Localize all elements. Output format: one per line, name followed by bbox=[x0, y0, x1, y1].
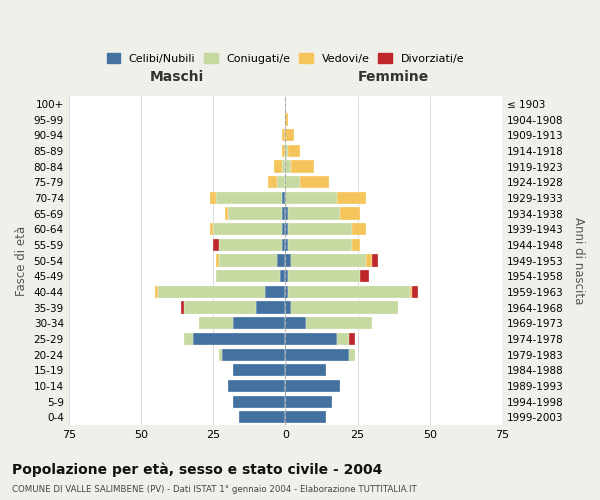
Bar bbox=[283, 223, 286, 235]
Bar bbox=[286, 270, 288, 282]
Y-axis label: Anni di nascita: Anni di nascita bbox=[572, 217, 585, 304]
Bar bbox=[286, 411, 326, 424]
Bar bbox=[372, 254, 378, 266]
Bar bbox=[283, 145, 286, 157]
Bar bbox=[352, 239, 361, 251]
Bar bbox=[286, 223, 288, 235]
Text: COMUNE DI VALLE SALIMBENE (PV) - Dati ISTAT 1° gennaio 2004 - Elaborazione TUTTI: COMUNE DI VALLE SALIMBENE (PV) - Dati IS… bbox=[12, 485, 417, 494]
Bar bbox=[184, 333, 193, 345]
Bar bbox=[286, 129, 294, 141]
Bar bbox=[349, 333, 355, 345]
Bar bbox=[265, 286, 286, 298]
Bar bbox=[286, 254, 291, 266]
Bar bbox=[283, 192, 286, 204]
Bar bbox=[286, 396, 332, 407]
Bar bbox=[216, 254, 219, 266]
Bar bbox=[291, 302, 398, 314]
Bar bbox=[219, 254, 277, 266]
Bar bbox=[233, 364, 286, 376]
Bar bbox=[305, 317, 372, 330]
Bar bbox=[274, 160, 283, 172]
Bar bbox=[227, 380, 286, 392]
Bar bbox=[288, 270, 361, 282]
Bar bbox=[288, 239, 352, 251]
Bar bbox=[286, 208, 288, 220]
Bar bbox=[288, 223, 352, 235]
Bar bbox=[277, 254, 286, 266]
Text: Popolazione per età, sesso e stato civile - 2004: Popolazione per età, sesso e stato civil… bbox=[12, 462, 382, 477]
Bar bbox=[410, 286, 412, 298]
Bar bbox=[361, 270, 369, 282]
Bar bbox=[283, 129, 286, 141]
Bar bbox=[216, 192, 283, 204]
Bar bbox=[233, 396, 286, 407]
Bar bbox=[280, 270, 286, 282]
Bar bbox=[286, 364, 326, 376]
Bar bbox=[283, 208, 286, 220]
Bar bbox=[219, 348, 222, 360]
Bar bbox=[227, 208, 283, 220]
Y-axis label: Fasce di età: Fasce di età bbox=[15, 226, 28, 296]
Bar bbox=[300, 176, 329, 188]
Bar bbox=[268, 176, 277, 188]
Bar bbox=[210, 223, 213, 235]
Bar bbox=[184, 302, 256, 314]
Bar bbox=[366, 254, 372, 266]
Bar bbox=[286, 160, 291, 172]
Bar bbox=[286, 145, 288, 157]
Bar bbox=[352, 223, 366, 235]
Bar bbox=[239, 411, 286, 424]
Text: Femmine: Femmine bbox=[358, 70, 430, 84]
Bar bbox=[286, 317, 305, 330]
Bar bbox=[213, 239, 219, 251]
Bar bbox=[155, 286, 158, 298]
Bar bbox=[291, 254, 366, 266]
Bar bbox=[337, 333, 349, 345]
Bar bbox=[286, 286, 288, 298]
Bar bbox=[181, 302, 184, 314]
Legend: Celibi/Nubili, Coniugati/e, Vedovi/e, Divorziati/e: Celibi/Nubili, Coniugati/e, Vedovi/e, Di… bbox=[102, 49, 469, 68]
Bar bbox=[288, 208, 340, 220]
Bar bbox=[349, 348, 355, 360]
Bar bbox=[224, 208, 227, 220]
Bar bbox=[286, 114, 288, 126]
Bar bbox=[288, 145, 300, 157]
Text: Maschi: Maschi bbox=[150, 70, 204, 84]
Bar bbox=[210, 192, 216, 204]
Bar bbox=[286, 302, 291, 314]
Bar bbox=[412, 286, 418, 298]
Bar bbox=[193, 333, 286, 345]
Bar bbox=[158, 286, 265, 298]
Bar bbox=[291, 160, 314, 172]
Bar bbox=[286, 192, 337, 204]
Bar bbox=[283, 160, 286, 172]
Bar bbox=[337, 192, 366, 204]
Bar bbox=[256, 302, 286, 314]
Bar bbox=[288, 286, 410, 298]
Bar bbox=[340, 208, 361, 220]
Bar bbox=[199, 317, 233, 330]
Bar bbox=[286, 239, 288, 251]
Bar bbox=[233, 317, 286, 330]
Bar bbox=[286, 348, 349, 360]
Bar bbox=[277, 176, 286, 188]
Bar bbox=[222, 348, 286, 360]
Bar bbox=[286, 333, 337, 345]
Bar bbox=[286, 176, 300, 188]
Bar bbox=[286, 380, 340, 392]
Bar bbox=[283, 239, 286, 251]
Bar bbox=[213, 223, 283, 235]
Bar bbox=[216, 270, 280, 282]
Bar bbox=[219, 239, 283, 251]
